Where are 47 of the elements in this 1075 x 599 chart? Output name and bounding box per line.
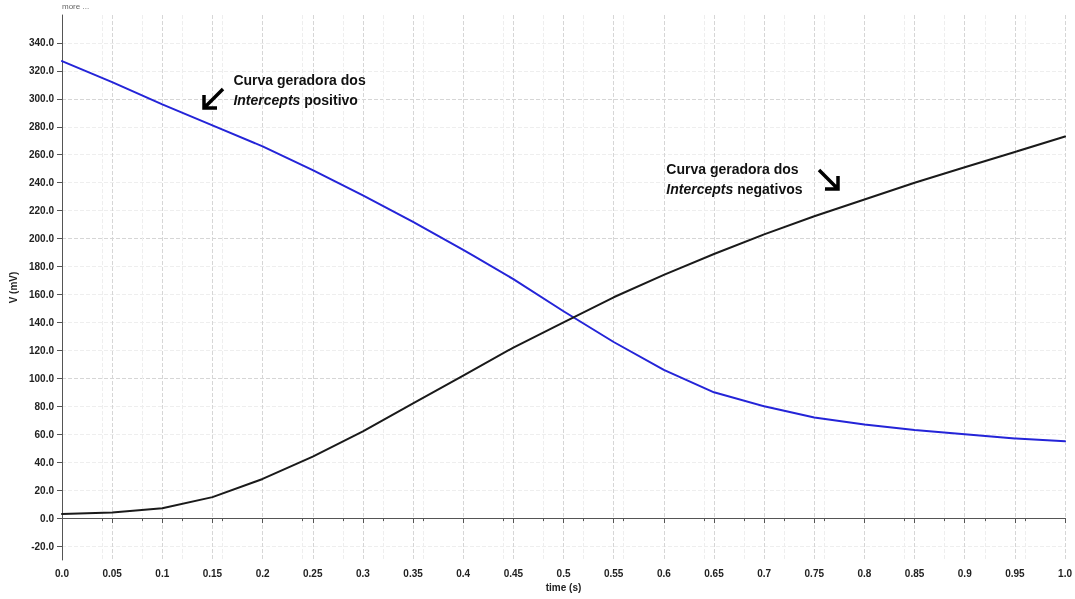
annotation: Curva geradora dos Intercepts positivo [233, 71, 366, 110]
y-tick-label: 260.0 [28, 149, 55, 161]
y-tick-label: 340.0 [28, 37, 55, 49]
x-tick-label: 0.9 [957, 567, 973, 579]
y-tick-label: 100.0 [28, 372, 55, 384]
text: more ... [62, 2, 90, 11]
y-tick-label: 0.0 [40, 512, 55, 524]
y-tick-label: 180.0 [28, 261, 55, 273]
y-tick-label: 280.0 [28, 121, 55, 133]
line-series [61, 60, 1067, 443]
x-tick-label: 0.3 [355, 567, 371, 579]
y-tick-label: 240.0 [28, 177, 55, 189]
x-tick-label: 0.85 [904, 567, 925, 579]
y-tick-label: 40.0 [34, 456, 55, 468]
x-tick-label: 0.0 [55, 567, 70, 579]
y-axis-title: V (mV) [7, 271, 19, 304]
x-tick-label: 0.15 [202, 567, 223, 579]
x-tick-label: 0.05 [102, 567, 123, 579]
y-tick-label: 140.0 [28, 316, 55, 328]
x-tick-label: 0.8 [857, 567, 872, 579]
x-tick-label: 0.4 [456, 567, 471, 579]
x-tick-label: 0.25 [303, 567, 323, 579]
x-tick-label: 0.1 [155, 567, 170, 579]
y-tick-label: 80.0 [34, 400, 55, 412]
x-tick-label: 0.7 [757, 567, 772, 579]
x-tick-label: 0.55 [603, 567, 624, 579]
x-tick-label: 0.2 [255, 567, 270, 579]
x-tick-label: 0.45 [503, 567, 524, 579]
y-tick-label: 220.0 [28, 205, 55, 217]
x-tick-label: 1.0 [1058, 567, 1073, 579]
y-tick-label: 300.0 [28, 93, 55, 105]
y-tick-label: 20.0 [34, 484, 55, 496]
annotation: Curva geradora dos Intercepts negativos [666, 160, 803, 200]
y-tick-label: 320.0 [28, 65, 55, 77]
x-tick-label: 0.65 [704, 567, 725, 579]
x-tick-label: 0.75 [804, 567, 825, 579]
x-tick-label: 0.5 [556, 567, 571, 579]
y-tick-label: 160.0 [28, 288, 55, 300]
line-series [61, 135, 1067, 515]
y-tick-label: 120.0 [28, 344, 55, 356]
x-tick-label: 0.35 [403, 567, 424, 579]
x-tick-label: 0.6 [656, 567, 672, 579]
y-tick-label: -20.0 [31, 540, 55, 552]
x-tick-label: 0.95 [1005, 567, 1026, 579]
x-axis-title: time (s) [545, 582, 582, 594]
y-tick-label: 200.0 [28, 233, 55, 245]
y-tick-label: 60.0 [34, 428, 55, 440]
